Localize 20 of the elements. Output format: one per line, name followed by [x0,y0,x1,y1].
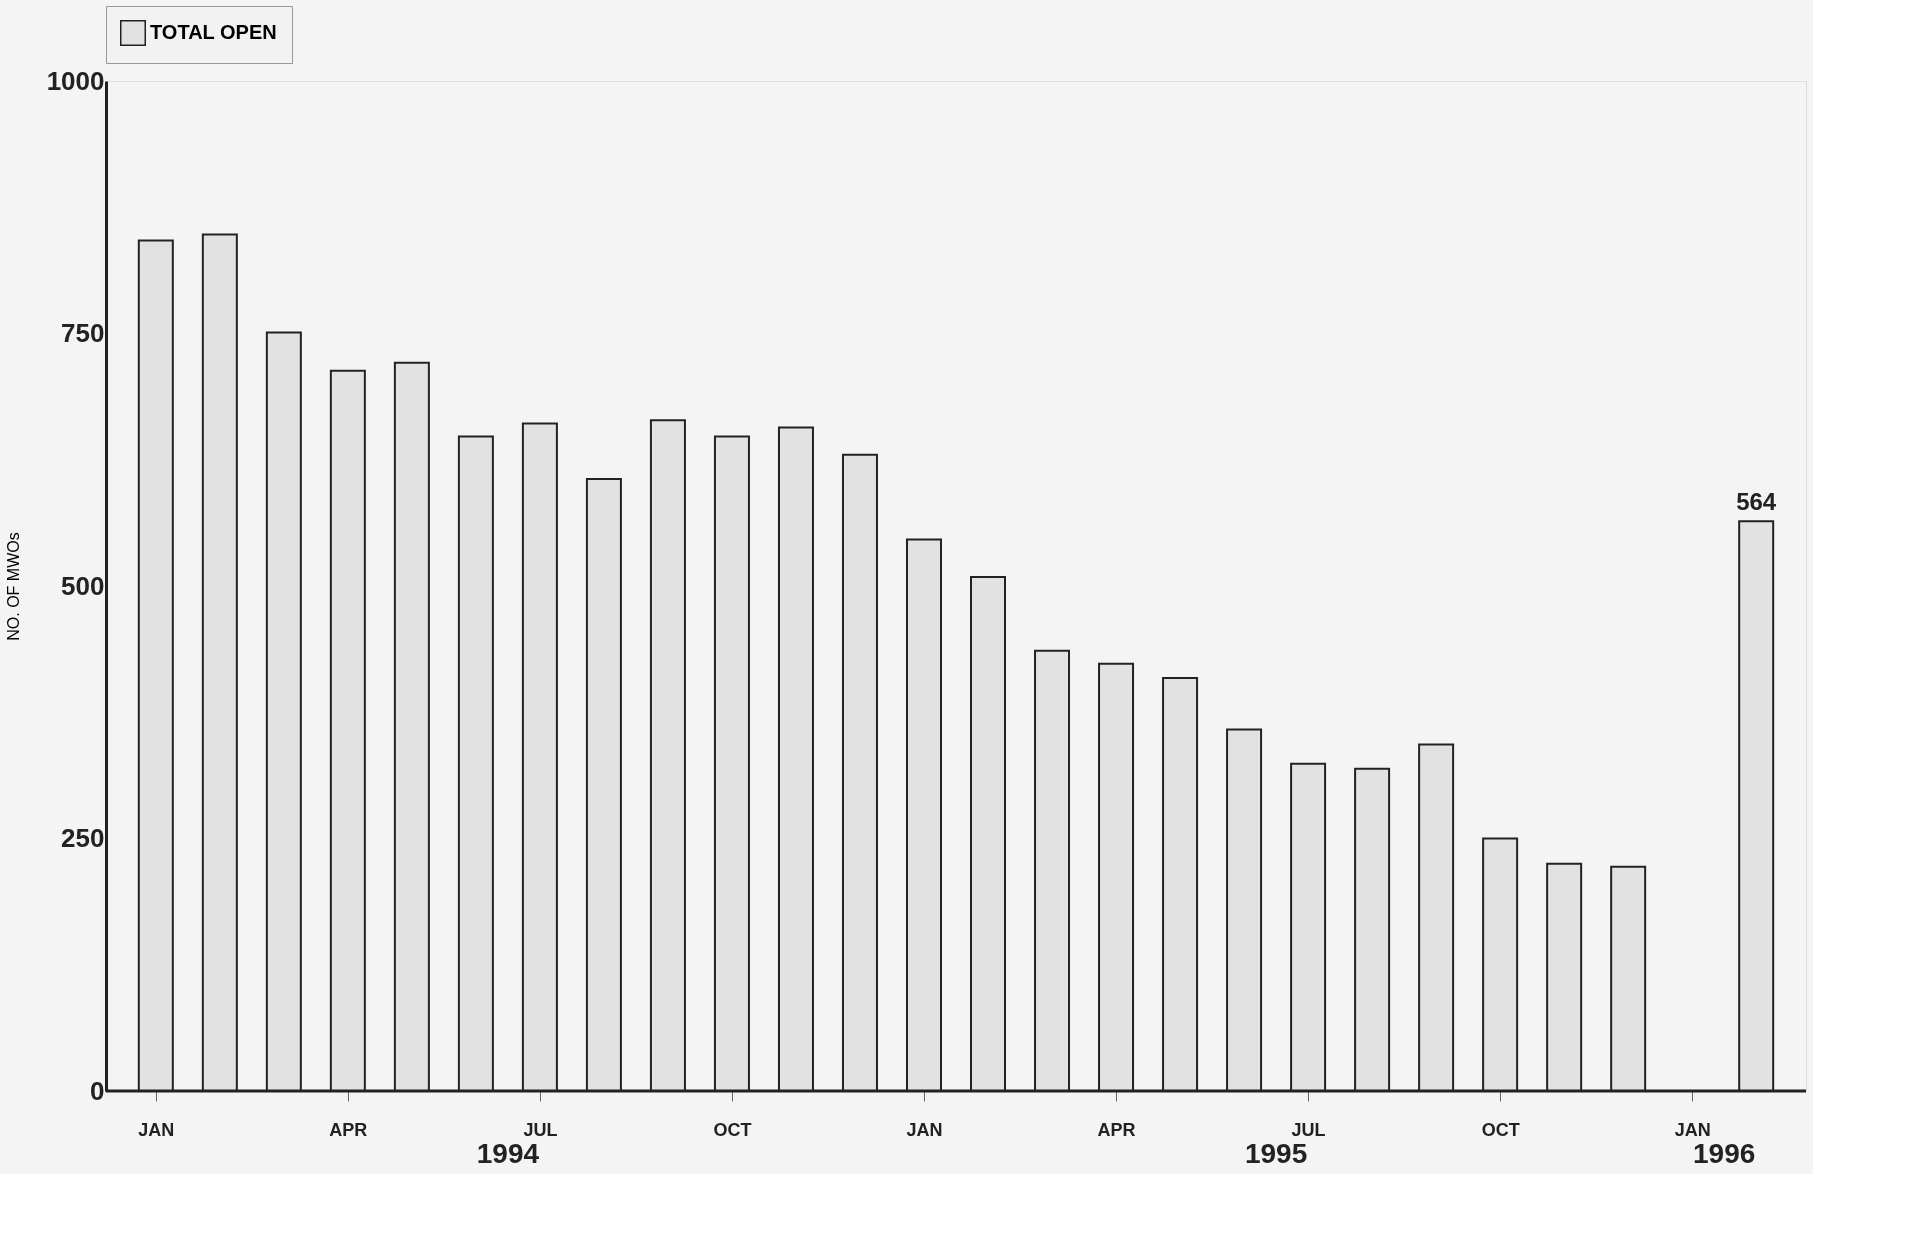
x-tick-label: JAN [138,1119,175,1140]
text: 1994 [476,1138,540,1169]
x-tick-label: APR [329,1119,368,1140]
x-tick-label: JUL [523,1119,558,1140]
legend-label: TOTAL OPEN [150,21,277,43]
data-label: 564 [1736,488,1777,516]
y-tick-label: 1000 [46,65,105,96]
y-tick-label: 0 [90,1075,105,1106]
text: 1995 [1244,1138,1308,1169]
text: 1996 [1693,1138,1756,1169]
x-tick-label: JAN [906,1119,943,1140]
x-tick-label: APR [1097,1119,1136,1140]
y-axis-title: NO. OF MWOs [4,532,22,641]
y-tick-label: 750 [61,318,105,348]
x-tick-label: OCT [1481,1119,1520,1140]
x-tick-label: JUL [1291,1119,1326,1140]
x-tick-label: JAN [1674,1119,1711,1140]
x-tick-label: OCT [713,1119,752,1140]
y-tick-label: 250 [61,823,105,853]
y-tick-label: 500 [61,570,105,601]
